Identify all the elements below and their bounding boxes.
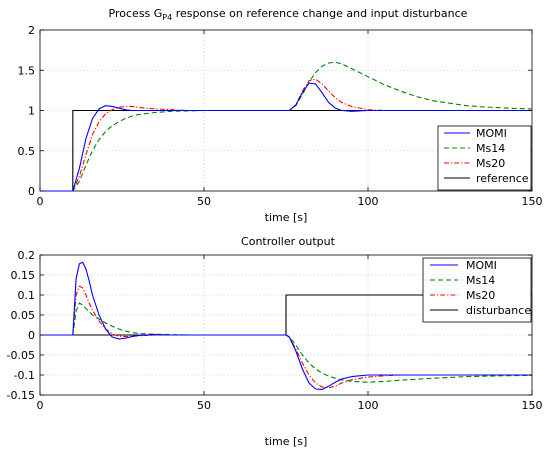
controller-output-ytick-label: 0.05	[11, 309, 36, 322]
controller-output-xtick-label: 150	[522, 399, 543, 412]
response-xtick-label: 0	[37, 195, 44, 208]
controller-output-xtick-label: 0	[37, 399, 44, 412]
controller-output-ytick-label: -0.05	[7, 349, 35, 362]
response-legend: MOMI Ms14 Ms20 reference	[437, 125, 532, 191]
controller-output-ytick-label: -0.15	[7, 389, 35, 402]
legend-label-ms14: Ms14	[466, 274, 495, 287]
controller-output-xtick-label: 100	[358, 399, 379, 412]
response-xtick-label: 100	[358, 195, 379, 208]
controller-output-legend: MOMI Ms14 Ms20 disturbance	[422, 257, 532, 323]
response-ytick-label: 1.5	[18, 64, 36, 77]
series-line-momi	[40, 261, 532, 390]
response-ytick-label: 0.5	[18, 145, 36, 158]
response-series	[40, 61, 533, 192]
controller-output-legend-box	[422, 257, 532, 323]
controller-output-xlabel: time [s]	[265, 435, 308, 448]
response-legend-box	[437, 125, 532, 191]
response-ticks: 0 50 100 150 0 0.5 1 1.5 2	[18, 24, 543, 208]
controller-output-ytick-label: 0.2	[18, 249, 36, 262]
response-xtick-label: 50	[197, 195, 211, 208]
response-ytick-label: 0	[28, 185, 35, 198]
response-plot-title: Process GP4 response on reference change…	[109, 7, 468, 22]
controller-output-xtick-label: 50	[197, 399, 211, 412]
legend-label-ms20: Ms20	[476, 157, 505, 170]
legend-label-reference: reference	[476, 172, 529, 185]
controller-output-ytick-label: 0.1	[18, 289, 36, 302]
controller-output-plot: Controller output 0 50 100 150 -0.15 -0.1 -0.0…	[7, 235, 543, 448]
controller-output-ticks: 0 50 100 150 -0.15 -0.1 -0.05 0 0.05 0.1 0.15 0.2	[7, 249, 543, 412]
response-plot: Process GP4 response on reference change…	[18, 7, 543, 224]
controller-output-ytick-label: -0.1	[14, 369, 35, 382]
controller-output-title: Controller output	[241, 235, 336, 248]
legend-label-momi: MOMI	[466, 259, 497, 272]
response-ytick-label: 2	[28, 24, 35, 37]
legend-label-ms20: Ms20	[466, 289, 495, 302]
legend-label-momi: MOMI	[476, 127, 507, 140]
controller-output-series	[40, 261, 533, 390]
legend-label-ms14: Ms14	[476, 142, 505, 155]
series-line-momi	[40, 82, 532, 192]
legend-label-disturbance: disturbance	[466, 304, 531, 317]
response-xtick-label: 150	[522, 195, 543, 208]
response-ytick-label: 1	[28, 105, 35, 118]
controller-output-ytick-label: 0	[28, 329, 35, 342]
response-xlabel: time [s]	[265, 211, 308, 224]
controller-output-ytick-label: 0.15	[11, 269, 36, 282]
